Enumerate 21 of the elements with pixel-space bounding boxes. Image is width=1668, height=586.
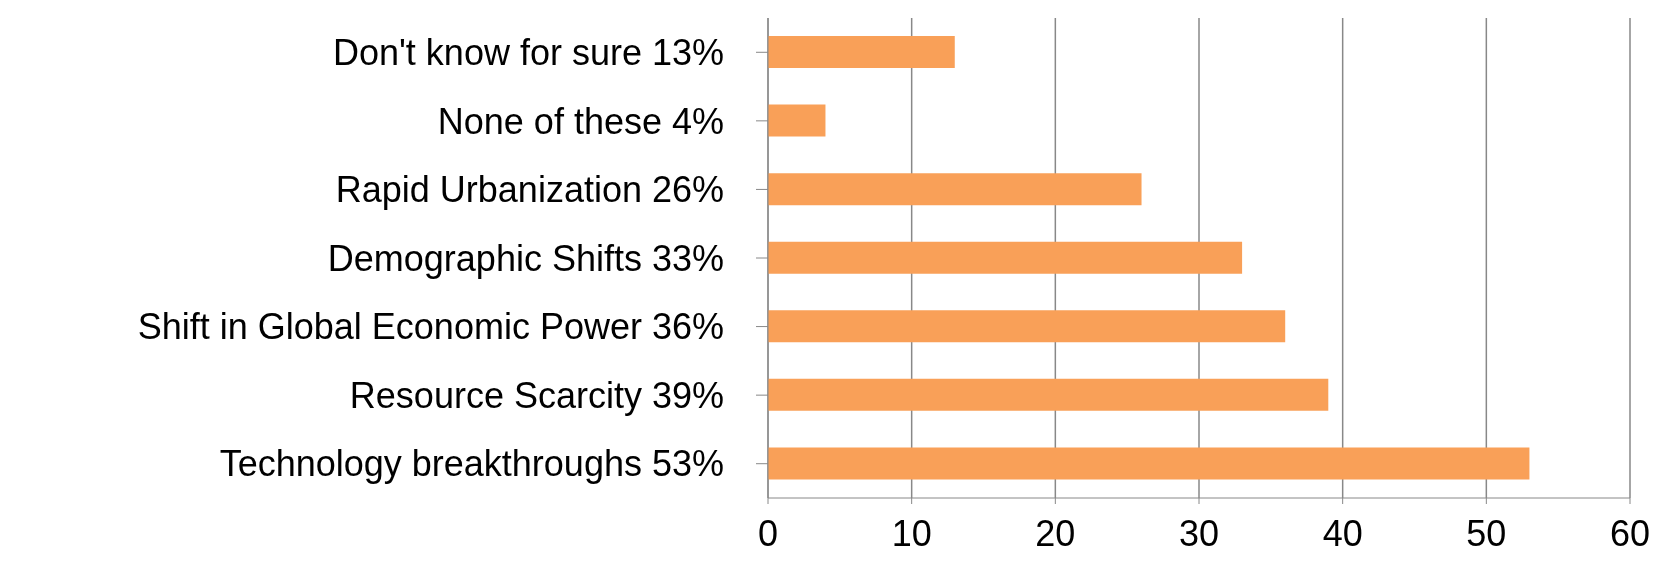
bar — [768, 378, 1329, 411]
x-tick-label: 40 — [1322, 512, 1363, 554]
y-tick-label: Resource Scarcity 39% — [349, 374, 724, 416]
x-tick-label: 0 — [757, 512, 779, 554]
bar — [768, 36, 955, 68]
x-tick-label: 60 — [1609, 512, 1651, 554]
x-tick-label: 10 — [891, 512, 932, 554]
y-tick-label: Demographic Shifts 33% — [327, 237, 724, 279]
x-tick-label: 20 — [1035, 512, 1076, 554]
bar — [768, 447, 1530, 480]
bar — [768, 104, 826, 137]
bar — [768, 310, 1286, 343]
y-tick-label: Technology breakthroughs 53% — [219, 443, 724, 485]
x-tick-label: 30 — [1178, 512, 1220, 554]
y-tick-label: Rapid Urbanization 26% — [335, 169, 724, 211]
y-tick-label: Don't know for sure 13% — [332, 32, 724, 74]
y-tick-label: None of these 4% — [437, 100, 724, 142]
bar — [768, 241, 1243, 274]
x-tick-label: 50 — [1466, 512, 1507, 554]
y-tick-label: Shift in Global Economic Power 36% — [137, 306, 724, 348]
bar — [768, 173, 1142, 206]
